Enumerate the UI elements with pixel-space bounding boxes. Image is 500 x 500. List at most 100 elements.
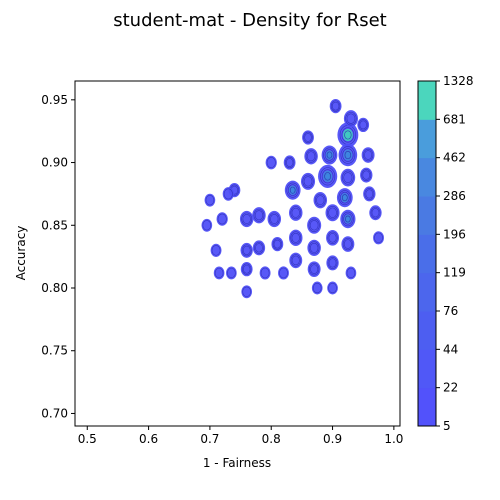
contour-line [290,206,302,220]
colorbar-label: 286 [443,189,466,203]
density-peak [204,193,216,207]
density-peak [361,147,375,163]
contour-line [202,220,212,231]
contour-line [343,172,353,183]
contour-line [364,188,375,200]
density-peak [307,216,322,234]
contour-line [304,133,312,142]
contour-line [342,148,354,162]
density-region [252,240,266,256]
density-peak [289,229,303,246]
contour-line [243,264,251,274]
contour-line [303,176,313,187]
contour-line [327,257,338,269]
y-tick-label: 0.95 [41,93,68,107]
contour-line [273,239,282,249]
contour-line [266,157,276,168]
contour-line [327,231,338,244]
density-region [313,192,328,209]
density-peak [311,281,323,295]
density-peak [373,231,384,245]
contour-line [328,207,337,218]
colorbar-label: 1328 [443,74,474,88]
density-peak [265,155,277,170]
contour-line [326,206,339,220]
colorbar-segment [418,311,436,350]
density-region [213,266,225,280]
contour-line [338,190,352,206]
x-tick-label: 0.7 [200,432,219,446]
contour-line [291,232,300,243]
density-region [304,148,318,165]
contour-line [344,150,352,160]
density-region [300,172,316,190]
contour-line [287,184,298,196]
contour-line [241,212,253,226]
density-region [240,242,253,258]
density-peak [289,252,303,269]
density-peak [300,172,316,190]
contour-line [214,267,224,279]
contour-line [371,208,380,218]
density-region [343,110,358,128]
contour-line [320,167,336,186]
density-peak [284,180,301,200]
contour-line [346,267,356,279]
colorbar-label: 5 [443,419,451,433]
density-peak [307,239,321,257]
chart-title: student-mat - Density for Rset [113,10,387,31]
density-region [289,204,303,221]
colorbar-segment [418,157,436,197]
contour-line [285,158,294,167]
density-peak [329,98,342,114]
density-region [307,216,322,234]
contour-line [242,286,251,297]
density-region [311,281,323,295]
contour-line [370,206,381,219]
colorbar-segment [418,119,436,159]
density-peak [259,266,271,280]
contour-line [343,213,353,225]
density-peak [304,148,318,165]
contour-line [361,169,372,181]
contour-line [255,243,263,253]
contour-line [242,245,251,255]
contour-line [205,195,215,206]
density-region [341,236,355,252]
contour-line [358,119,368,131]
contour-line [286,182,299,198]
colorbar-label: 76 [443,304,458,318]
contour-line [254,241,264,254]
contour-line [309,220,319,231]
contour-line [253,208,265,222]
density-region [326,255,339,271]
density-peak [222,187,234,201]
density-peak [318,164,338,188]
density-peak [337,122,359,148]
colorbar: 5 22 44 76 119 196 286 462 681 1328 [417,74,474,433]
contour-line [328,233,337,243]
density-region [345,266,357,280]
contour-line [310,242,319,253]
density-peak [210,243,222,257]
y-tick-label: 0.75 [41,344,68,358]
contour-line [305,149,317,163]
contour-line [260,267,270,279]
contour-line [340,191,350,204]
contour-line [279,267,288,279]
contour-line [324,172,331,181]
density-peak [360,167,373,183]
density-peak [278,266,289,280]
contour-line [345,215,351,223]
density-peak [283,155,296,170]
density-peak [240,262,253,277]
contour-line [346,113,356,124]
contour-line [314,193,326,207]
colorbar-segment [418,349,436,389]
contour-line [289,186,296,194]
contour-line [316,195,325,206]
density-peak [327,281,338,295]
density-region [201,218,213,232]
density-peak [336,188,353,208]
contour-line [342,237,354,251]
